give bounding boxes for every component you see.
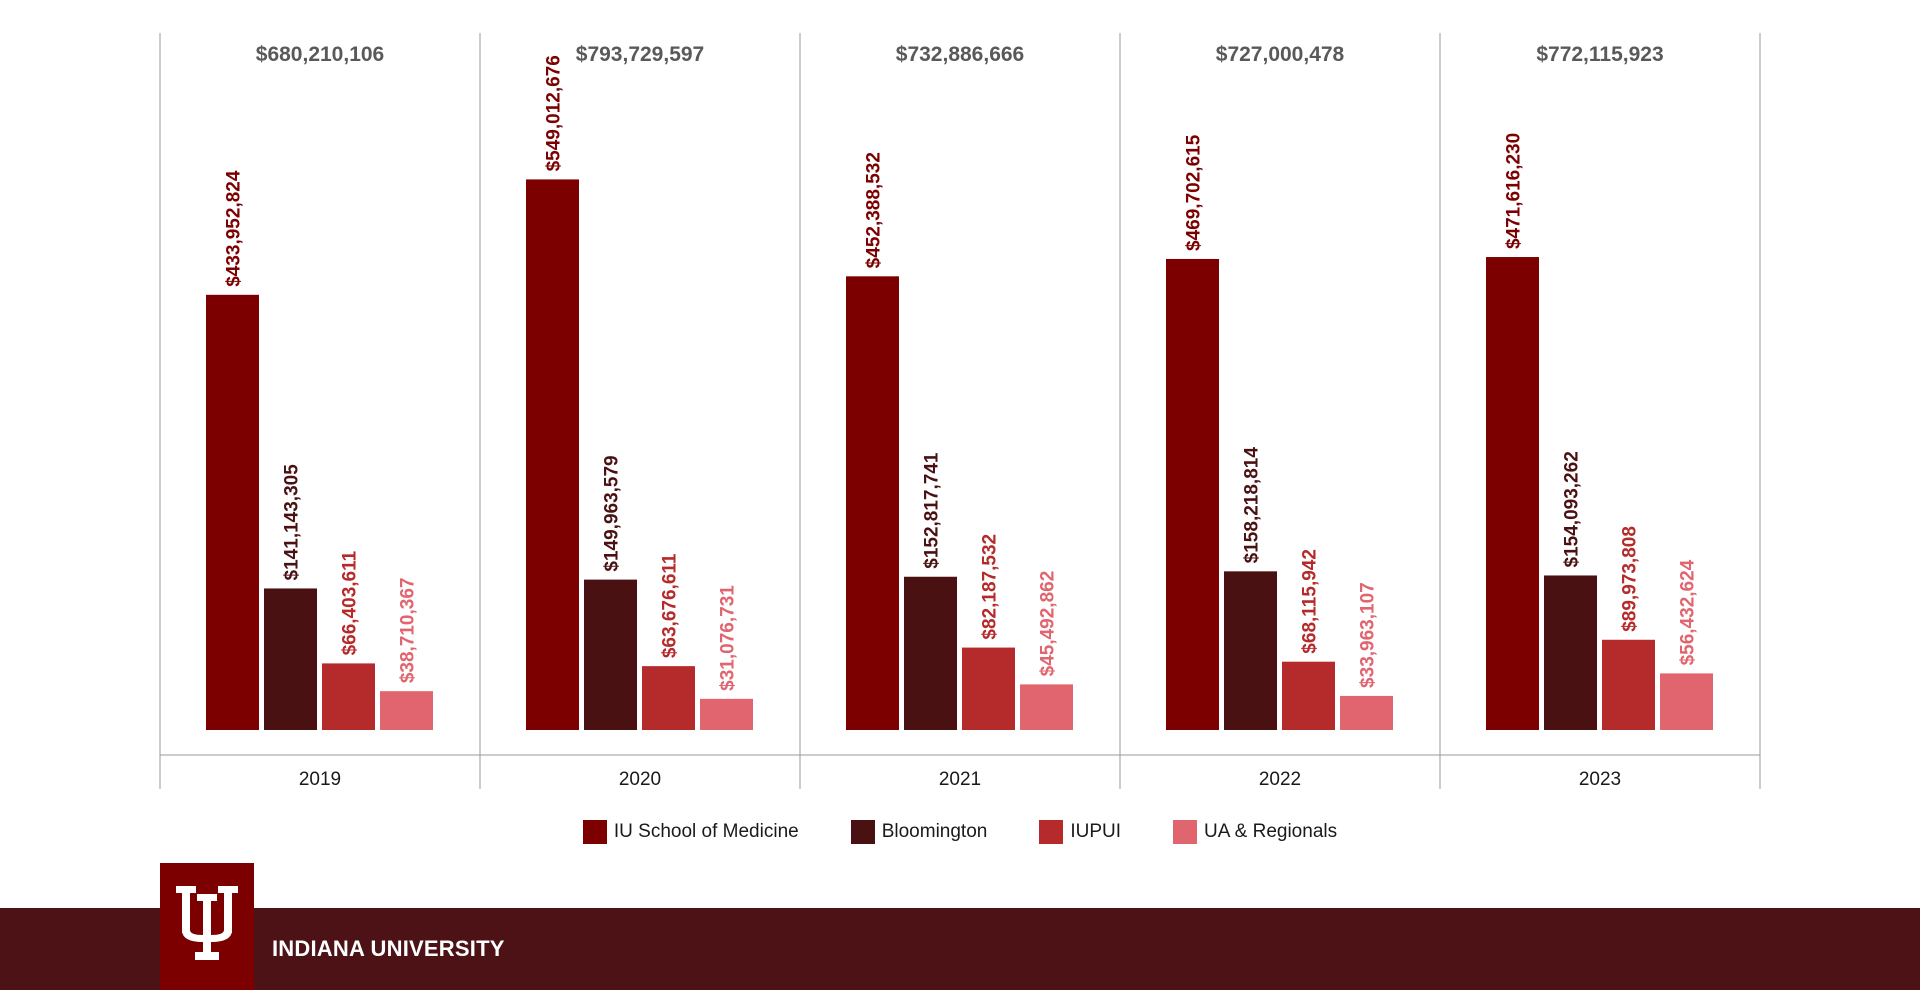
bar [206,294,259,730]
bar [846,276,899,730]
data-label: $45,492,862 [1038,571,1059,677]
legend-swatch [582,820,607,844]
panel-total-label: $727,000,478 [1216,43,1345,66]
panel-total-label: $732,886,666 [896,43,1024,66]
panel-total-label: $772,115,923 [1536,43,1663,66]
data-label: $154,093,262 [1562,451,1583,567]
bar [1282,661,1335,730]
data-label: $471,616,230 [1504,133,1525,249]
data-label: $549,012,676 [544,55,565,171]
data-label: $63,676,611 [660,553,681,658]
data-label: $469,702,615 [1184,134,1205,251]
panel-total-label: $793,729,597 [576,43,704,66]
bar [1340,695,1393,730]
data-label: $33,963,107 [1358,582,1379,688]
legend-item-iu-school-of-medicine: IU School of Medicine [582,820,799,844]
chart: $680,210,106 2019 $433,952,824 $141,143,305… [159,33,1761,790]
data-label: $152,817,741 [922,452,943,569]
bar [584,579,637,730]
bar [962,647,1015,730]
bar [526,179,579,731]
data-label: $56,432,624 [1678,559,1699,665]
data-label: $82,187,532 [980,534,1001,640]
data-label: $66,403,611 [340,550,361,655]
legend-label: UA & Regionals [1204,821,1338,842]
legend-label: Bloomington [881,821,988,842]
legend-swatch [850,820,875,844]
x-tick-label: 2021 [939,769,981,790]
iu-trident-icon [176,885,238,960]
data-label: $38,710,367 [398,578,419,684]
data-label: $31,076,731 [718,585,739,691]
footer-band [0,908,1920,990]
bar [264,588,317,730]
legend-label: IUPUI [1070,821,1122,842]
data-label: $452,388,532 [864,152,885,268]
bar [1486,257,1539,730]
x-tick-label: 2019 [299,769,341,790]
bar [1660,673,1713,730]
legend: IU School of Medicine Bloomington IUPUI … [0,820,1920,844]
panel-total-label: $680,210,106 [256,43,384,66]
legend-item-ua-regionals: UA & Regionals [1173,820,1337,844]
iu-logo [160,863,254,990]
bar [904,576,957,730]
legend-swatch [1039,820,1064,844]
bar [1166,258,1219,730]
bar [700,698,753,730]
bar [322,663,375,730]
data-label: $68,115,942 [1300,549,1321,654]
bar [1602,639,1655,730]
data-label: $149,963,579 [602,455,623,571]
legend-label: IU School of Medicine [613,821,799,842]
bar [380,691,433,730]
x-tick-label: 2023 [1579,769,1621,790]
legend-item-iupui: IUPUI [1039,820,1121,844]
bar [1544,575,1597,730]
footer-university-name: INDIANA UNIVERSITY [272,936,505,961]
data-label: $89,973,808 [1620,526,1641,632]
legend-item-bloomington: Bloomington [850,820,988,844]
bar [1224,571,1277,730]
legend-swatch [1173,820,1198,844]
x-tick-label: 2020 [619,769,661,790]
bar [1020,684,1073,730]
x-tick-label: 2022 [1259,769,1301,790]
data-label: $158,218,814 [1242,447,1263,564]
data-label: $141,143,305 [282,464,303,581]
data-label: $433,952,824 [224,170,245,287]
bar [642,666,695,730]
